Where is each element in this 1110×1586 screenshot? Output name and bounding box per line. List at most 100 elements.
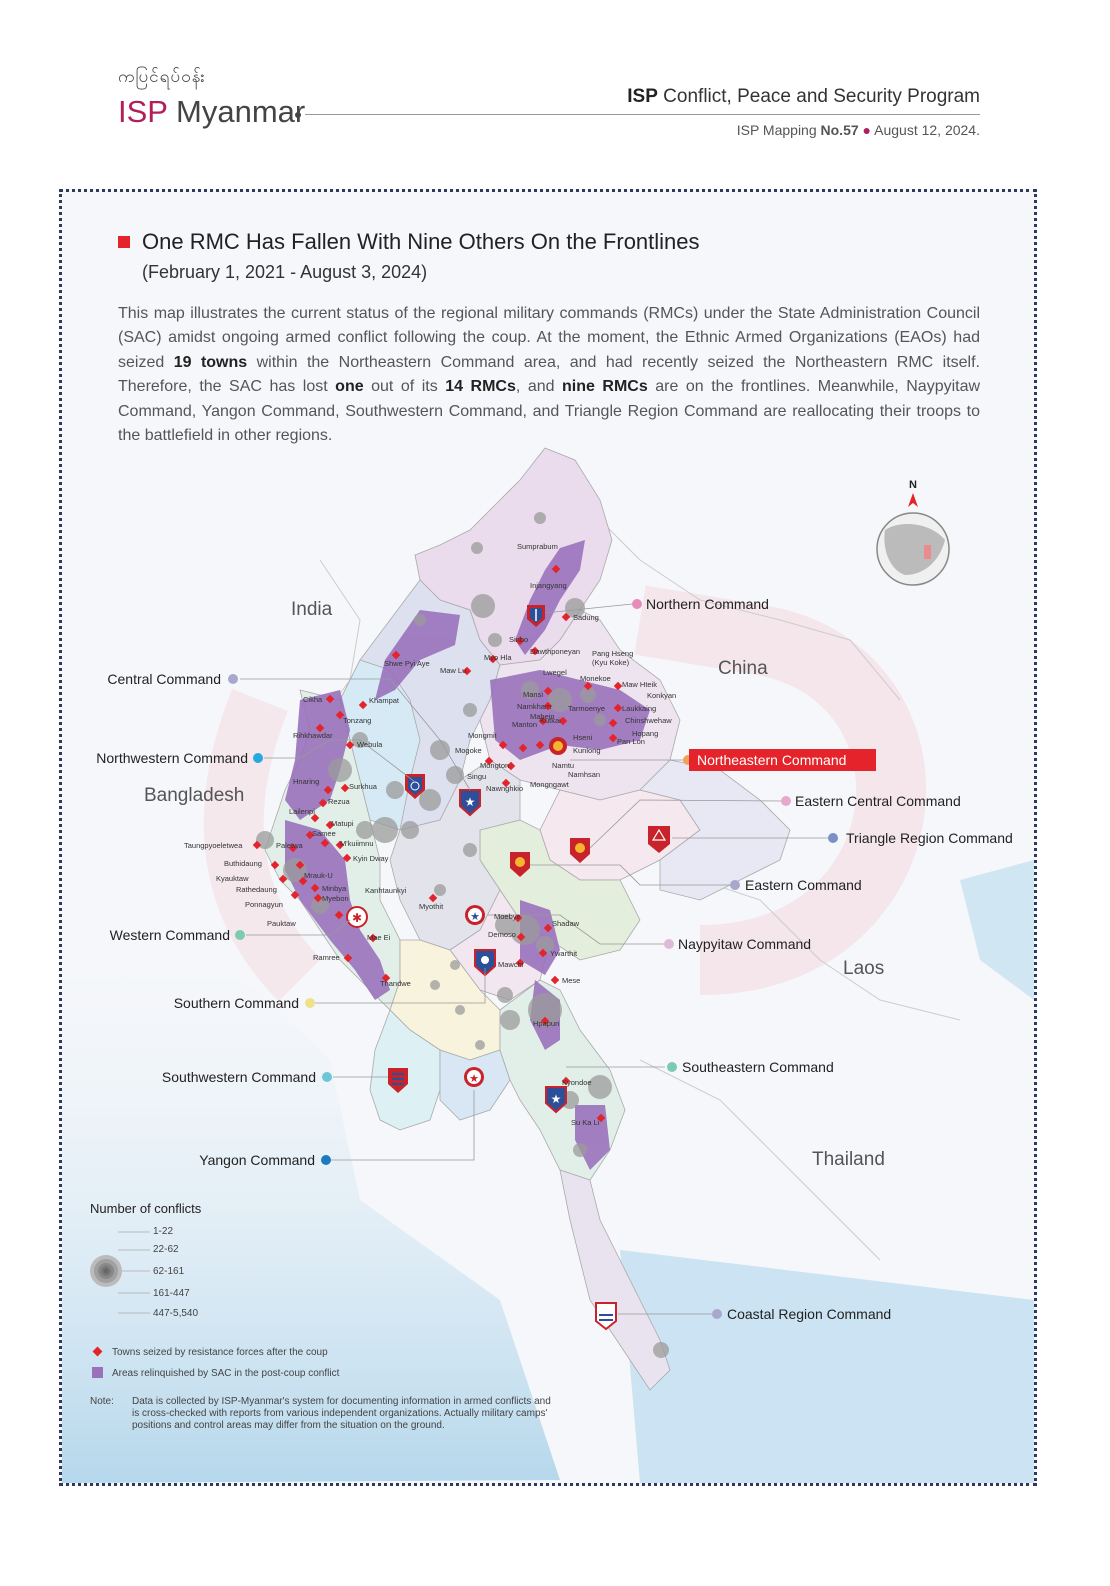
town-label: Konkyan bbox=[647, 691, 676, 700]
conflict-circle bbox=[475, 1040, 485, 1050]
seized-town-marker bbox=[538, 716, 548, 726]
conflict-circle bbox=[653, 1342, 669, 1358]
label-southeastern-command: Southeastern Command bbox=[682, 1059, 834, 1075]
town-label: Surkhua bbox=[349, 782, 378, 791]
logo-isp: ISP bbox=[118, 94, 168, 129]
conflict-circle bbox=[401, 821, 419, 839]
seized-town-marker bbox=[345, 740, 355, 750]
town-label: Ponnagyun bbox=[245, 900, 283, 909]
conflict-circle bbox=[414, 614, 426, 626]
seized-town-marker bbox=[323, 785, 333, 795]
seized-town-marker bbox=[428, 893, 438, 903]
label-southern-command: Southern Command bbox=[174, 995, 299, 1011]
town-label: Minbya bbox=[322, 884, 347, 893]
description: This map illustrates the current status … bbox=[118, 302, 980, 448]
relinquished-areas bbox=[285, 540, 650, 1170]
command-dot-northern bbox=[632, 599, 642, 609]
conflict-circle bbox=[372, 817, 398, 843]
northeastern-highlight bbox=[689, 749, 876, 771]
svg-text:★: ★ bbox=[469, 1072, 479, 1085]
seized-town-marker bbox=[270, 860, 280, 870]
seized-town-marker bbox=[501, 778, 511, 788]
shield-northern-command bbox=[527, 605, 545, 627]
town-label: Mongngawt bbox=[530, 780, 570, 789]
legend-relinquished-label: Areas relinquished by SAC in the post-co… bbox=[112, 1368, 340, 1379]
seized-town-marker bbox=[561, 1076, 571, 1086]
town-label: Rihkhawdar bbox=[293, 731, 333, 740]
seized-town-marker bbox=[318, 798, 328, 808]
town-labels: Sumprabum Injangyang Sadung Sinbo Dawthp… bbox=[184, 542, 676, 1127]
town-label: Ramree bbox=[313, 953, 340, 962]
town-label: Hseni bbox=[573, 733, 593, 742]
town-label: Mawchi bbox=[498, 960, 524, 969]
seized-town-marker bbox=[558, 716, 568, 726]
command-dot-eastern bbox=[730, 880, 740, 890]
shield-central-command: ★ bbox=[459, 789, 481, 817]
globe-land bbox=[884, 524, 945, 575]
town-label: Cikha bbox=[303, 695, 323, 704]
conflict-circle bbox=[419, 789, 441, 811]
town-label: Pang Hseng bbox=[592, 649, 633, 658]
seized-town-marker bbox=[290, 890, 300, 900]
town-label: Maw Hteik bbox=[622, 680, 657, 689]
command-dot-southern bbox=[305, 998, 315, 1008]
conflict-circle bbox=[534, 512, 546, 524]
leader-line-yangon bbox=[330, 1090, 475, 1161]
neighbour-border-thailand bbox=[639, 1059, 881, 1261]
region-coastal bbox=[559, 1169, 671, 1391]
seized-town-marker bbox=[340, 783, 350, 793]
seized-town-marker bbox=[515, 636, 525, 646]
town-label: Ywarthit bbox=[550, 949, 578, 958]
svg-text:★: ★ bbox=[551, 1092, 562, 1106]
town-label: Lailenpi bbox=[289, 807, 315, 816]
legend-title: Number of conflicts bbox=[90, 1201, 202, 1216]
seized-town-marker bbox=[310, 883, 320, 893]
legend-seized-marker bbox=[92, 1346, 103, 1357]
town-label: Sadung bbox=[573, 613, 599, 622]
town-label: Thandwe bbox=[380, 979, 411, 988]
conflict-circle bbox=[565, 598, 585, 618]
command-dot-naypyitaw bbox=[664, 939, 674, 949]
seized-town-marker bbox=[506, 761, 516, 771]
command-dot-triangle bbox=[828, 833, 838, 843]
town-label: Moebye bbox=[494, 912, 521, 921]
seized-town-marker bbox=[515, 958, 525, 968]
town-label: Pauktaw bbox=[267, 919, 296, 928]
country-labels: India China Bangladesh Laos Thailand bbox=[144, 599, 885, 1170]
shield-western-command: ✱ bbox=[346, 906, 368, 928]
town-label: Myothit bbox=[419, 902, 444, 911]
seized-town-marker bbox=[295, 860, 305, 870]
relinquished-area-north-west bbox=[375, 610, 460, 700]
legend-range-5: 447-5,540 bbox=[153, 1308, 199, 1319]
mapping-dot: ● bbox=[862, 122, 871, 138]
globe-myanmar-highlight bbox=[924, 545, 931, 559]
seized-town-marker bbox=[543, 923, 553, 933]
legend-range-2: 22-62 bbox=[153, 1244, 179, 1255]
seized-town-marker bbox=[342, 853, 352, 863]
label-yangon-command: Yangon Command bbox=[199, 1152, 315, 1168]
label-northern-command: Northern Command bbox=[646, 596, 769, 612]
legend-range-4: 161-447 bbox=[153, 1288, 190, 1299]
label-eastern-command: Eastern Command bbox=[745, 877, 862, 893]
compass-n: N bbox=[909, 479, 917, 491]
conflict-circle bbox=[386, 781, 404, 799]
desc-text-3: out of its bbox=[363, 378, 446, 396]
conflict-circle bbox=[548, 688, 572, 712]
town-label: Taungpyoeletwea bbox=[184, 841, 243, 850]
svg-text:★: ★ bbox=[465, 795, 476, 809]
command-dot-western bbox=[235, 930, 245, 940]
town-label: Kunlong bbox=[573, 746, 601, 755]
leader-line-northwestern bbox=[264, 739, 416, 783]
town-label: Pan Lon bbox=[617, 737, 645, 746]
country-india: India bbox=[291, 599, 333, 620]
seized-town-marker bbox=[310, 813, 320, 823]
command-labels: Northern Command Central Command Northwe… bbox=[96, 596, 1013, 1322]
gulf-right bbox=[960, 860, 1034, 1000]
country-china: China bbox=[718, 658, 768, 679]
leader-line-eastern bbox=[530, 864, 730, 886]
seized-town-marker bbox=[320, 838, 330, 848]
town-label: (Kyu Koke) bbox=[592, 658, 630, 667]
leader-line-northern bbox=[544, 603, 633, 614]
town-label: Kyondoe bbox=[562, 1078, 592, 1087]
shield-southwestern-command bbox=[388, 1068, 408, 1093]
